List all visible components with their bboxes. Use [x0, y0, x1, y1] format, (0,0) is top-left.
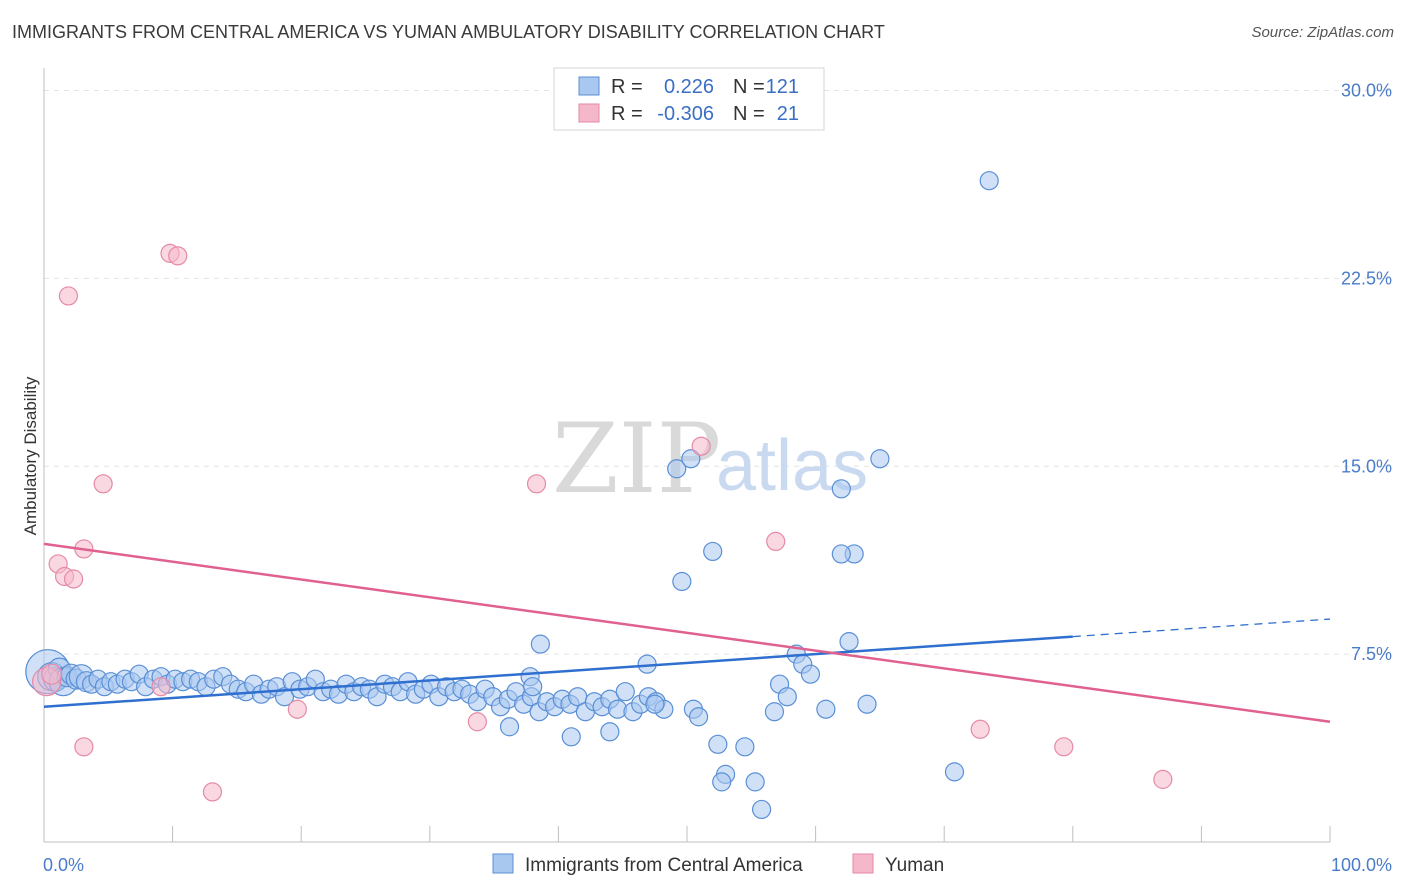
point-immigrants: [672, 571, 692, 592]
y-tick-labels: 7.5% 15.0% 22.5% 30.0%: [1341, 81, 1392, 665]
legend-swatch-yuman: [852, 853, 874, 874]
point-yuman: [526, 474, 547, 494]
point-immigrants: [764, 702, 785, 722]
point-immigrants: [745, 772, 765, 792]
point-immigrants: [615, 682, 635, 702]
series-yuman-points: [31, 243, 1173, 802]
trend-line-yuman: [43, 542, 1331, 724]
point-yuman: [1054, 737, 1074, 757]
point-immigrants: [681, 449, 701, 469]
point-immigrants: [777, 687, 797, 707]
point-yuman: [766, 531, 786, 552]
watermark: ZIP atlas: [552, 403, 868, 515]
point-immigrants: [712, 772, 732, 792]
legend-swatch-blue: [578, 76, 600, 96]
point-immigrants: [831, 479, 851, 499]
point-yuman: [691, 436, 711, 456]
point-immigrants: [944, 762, 965, 782]
correlation-legend: R = 0.226 N = 121 R = -0.306 N = 21: [553, 67, 825, 131]
point-immigrants: [530, 634, 550, 654]
legend-n-label: N =: [733, 103, 765, 125]
point-immigrants: [499, 717, 520, 737]
legend-n-value: 121: [766, 76, 799, 98]
chart-title: IMMIGRANTS FROM CENTRAL AMERICA VS YUMAN…: [12, 22, 885, 42]
legend-r-label: R =: [611, 103, 643, 125]
point-immigrants: [708, 734, 728, 754]
point-immigrants: [703, 541, 723, 562]
gridlines: [44, 90, 1392, 655]
x-tick-labels: 0.0% 100.0%: [43, 855, 1392, 875]
point-immigrants: [870, 449, 890, 469]
point-yuman: [970, 719, 990, 739]
point-yuman: [467, 712, 487, 732]
point-immigrants: [523, 677, 543, 697]
point-immigrants: [274, 687, 295, 707]
point-immigrants: [857, 694, 877, 714]
legend-n-label: N =: [733, 76, 765, 98]
point-yuman: [58, 286, 79, 306]
point-immigrants: [735, 737, 755, 757]
series-legend: Immigrants from Central America Yuman: [492, 853, 944, 876]
legend-swatch-pink: [578, 103, 600, 123]
point-yuman: [74, 737, 94, 757]
trend-lines: [43, 542, 1331, 724]
point-immigrants: [839, 632, 859, 652]
legend-r-label: R =: [611, 76, 643, 98]
legend-swatch-immigrants: [492, 853, 514, 874]
series-immigrants-points: [25, 171, 999, 820]
y-tick-label: 7.5%: [1351, 644, 1392, 664]
y-tick-label: 22.5%: [1341, 268, 1392, 288]
point-yuman: [41, 663, 63, 685]
axes: [43, 68, 1331, 843]
y-tick-label: 15.0%: [1341, 456, 1392, 476]
point-yuman: [151, 677, 171, 697]
point-yuman: [287, 699, 307, 719]
point-yuman: [93, 474, 113, 494]
point-immigrants: [688, 707, 709, 727]
y-axis-label: Ambulatory Disability: [21, 376, 40, 535]
legend-label-immigrants: Immigrants from Central America: [525, 855, 803, 876]
point-immigrants: [800, 664, 821, 684]
point-yuman: [168, 246, 188, 266]
point-immigrants: [600, 722, 620, 742]
source-label: Source: ZipAtlas.com: [1251, 24, 1394, 41]
legend-label-yuman: Yuman: [885, 855, 944, 876]
x-tick-label: 0.0%: [43, 855, 84, 875]
point-yuman: [63, 569, 84, 589]
x-tick-label: 100.0%: [1331, 855, 1392, 875]
point-immigrants: [816, 699, 836, 719]
point-immigrants: [979, 171, 999, 191]
trend-line-immigrants: [43, 635, 1073, 708]
point-immigrants: [645, 694, 665, 714]
point-immigrants: [561, 727, 581, 747]
legend-r-value: -0.306: [657, 103, 714, 125]
y-tick-label: 30.0%: [1341, 81, 1392, 101]
trend-line-immigrants-extension: [1072, 618, 1331, 638]
point-immigrants: [751, 799, 772, 820]
legend-n-value: 21: [777, 103, 799, 125]
legend-r-value: 0.226: [664, 76, 714, 98]
point-immigrants: [667, 459, 687, 479]
point-immigrants: [831, 544, 851, 564]
point-yuman: [202, 782, 223, 802]
point-yuman: [1153, 769, 1173, 789]
